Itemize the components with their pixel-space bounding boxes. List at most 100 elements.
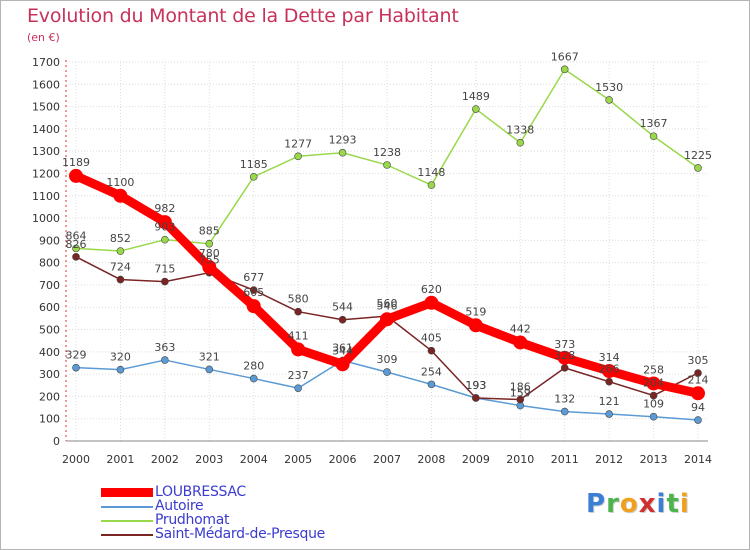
data-point — [602, 363, 617, 378]
data-point — [161, 277, 169, 286]
data-point — [249, 374, 258, 383]
data-label: 373 — [554, 338, 575, 351]
legend-label: LOUBRESSAC — [155, 484, 246, 500]
x-tick-label: 2003 — [195, 453, 223, 466]
data-point — [294, 384, 302, 392]
data-label: 580 — [288, 293, 309, 306]
x-tick-label: 2001 — [106, 453, 134, 466]
data-point — [560, 364, 569, 372]
data-point — [427, 380, 436, 389]
data-label: 560 — [377, 297, 398, 310]
x-tick-label: 2007 — [373, 453, 401, 466]
data-label: 864 — [66, 229, 87, 242]
data-label: 266 — [599, 363, 620, 376]
data-point — [157, 215, 172, 230]
data-point — [161, 235, 169, 244]
data-label: 982 — [154, 202, 175, 215]
data-label: 405 — [421, 332, 442, 345]
data-label: 328 — [554, 349, 575, 362]
legend-swatch-autoire — [101, 506, 153, 508]
data-label: 826 — [66, 238, 87, 251]
data-point — [338, 148, 347, 157]
data-label: 309 — [377, 353, 398, 366]
logo-letter: x — [638, 489, 657, 519]
data-label: 121 — [599, 395, 620, 408]
data-label: 193 — [465, 379, 486, 392]
series — [69, 65, 705, 424]
data-label: 1367 — [640, 117, 668, 130]
logo-letter: o — [619, 489, 639, 519]
data-label: 1100 — [106, 176, 134, 189]
logo-letter: i — [656, 489, 667, 519]
data-label: 715 — [154, 263, 175, 276]
data-point — [646, 376, 661, 391]
data-label: 193 — [465, 379, 486, 392]
legend-label: Saint-Médard-de-Presque — [155, 526, 325, 542]
data-point — [161, 356, 169, 364]
data-label: 237 — [288, 369, 309, 382]
data-label: 314 — [599, 351, 620, 364]
data-label: 94 — [691, 401, 705, 414]
data-label: 411 — [288, 329, 309, 342]
data-label: 546 — [377, 299, 398, 312]
data-point — [72, 244, 80, 253]
data-point — [202, 260, 217, 275]
data-label: 1185 — [240, 158, 268, 171]
data-label: 1148 — [417, 166, 445, 179]
data-label: 132 — [554, 393, 575, 406]
data-point — [694, 416, 702, 424]
data-labels: 1189 1100 982 780 605 411 344 546 620 519 442 373 31… — [62, 50, 712, 414]
data-label: 1293 — [329, 134, 357, 147]
legend-label: Autoire — [155, 498, 204, 514]
y-tick-label: 1000 — [32, 212, 60, 225]
data-point — [294, 152, 302, 161]
data-label: 109 — [643, 398, 664, 411]
data-point — [380, 312, 394, 327]
y-tick-label: 500 — [39, 324, 60, 337]
data-label: 344 — [332, 344, 353, 357]
x-tick-label: 2013 — [640, 453, 668, 466]
data-point — [116, 365, 125, 374]
data-label: 724 — [110, 261, 131, 274]
data-point — [557, 350, 572, 365]
data-point — [472, 394, 480, 402]
data-point — [472, 105, 480, 113]
x-tick-label: 2002 — [151, 453, 179, 466]
data-point — [560, 65, 569, 74]
legend-label: Prudhomat — [155, 512, 230, 528]
logo-letter: i — [679, 489, 690, 519]
legend-swatch-saint-medard — [101, 534, 153, 536]
data-point — [694, 164, 702, 172]
x-tick-label: 2009 — [462, 453, 490, 466]
data-point — [383, 368, 391, 376]
data-point — [427, 181, 436, 189]
x-tick-label: 2000 — [62, 453, 90, 466]
data-point — [69, 168, 83, 183]
data-point — [116, 247, 125, 255]
data-label: 1277 — [284, 137, 312, 150]
data-label: 1189 — [62, 156, 90, 169]
y-tick-label: 300 — [39, 368, 60, 381]
data-point — [338, 315, 347, 324]
y-tick-label: 1100 — [32, 190, 60, 203]
x-tick-label: 2005 — [284, 453, 312, 466]
data-label: 852 — [110, 232, 131, 245]
grid — [66, 61, 708, 442]
data-label: 519 — [465, 305, 486, 318]
data-point — [72, 363, 80, 372]
data-point — [249, 286, 258, 294]
data-point — [649, 391, 658, 400]
data-point — [516, 138, 525, 147]
x-tick-label: 2010 — [506, 453, 534, 466]
data-label: 1530 — [595, 81, 623, 94]
data-point — [691, 386, 705, 401]
data-label: 1338 — [506, 124, 534, 137]
x-tick-label: 2008 — [417, 453, 445, 466]
data-point — [605, 410, 613, 418]
data-point — [205, 365, 214, 374]
data-point — [246, 299, 261, 314]
data-label: 320 — [110, 351, 131, 364]
x-tick-label: 2012 — [595, 453, 623, 466]
